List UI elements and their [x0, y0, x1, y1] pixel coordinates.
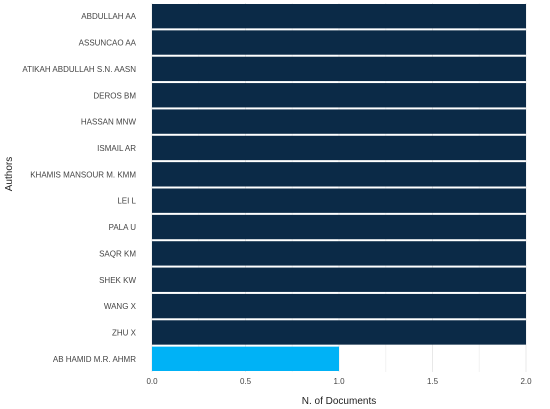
x-axis-title: N. of Documents: [302, 396, 376, 407]
bar: [152, 56, 526, 82]
y-tick-labels: ABDULLAH AA ASSUNCAO AA ATIKAH ABDULLAH S.…: [22, 12, 136, 364]
bar: [152, 188, 526, 213]
bar: [152, 214, 526, 240]
bar: [152, 4, 526, 29]
y-tick-label: DEROS BM: [93, 91, 136, 100]
bar: [152, 109, 526, 134]
x-tick-labels: 0.0 0.5 1.0 1.5 2.0: [146, 377, 532, 386]
bar: [152, 135, 526, 161]
bar: [152, 162, 526, 187]
y-tick-label: LEI L: [117, 197, 136, 206]
y-tick-label: HASSAN MNW: [81, 118, 137, 127]
y-tick-label: AB HAMID M.R. AHMR: [53, 355, 136, 364]
x-tick-label: 0.5: [240, 377, 252, 386]
y-tick-label: WANG X: [104, 302, 137, 311]
y-tick-label: ATIKAH ABDULLAH S.N. AASN: [22, 65, 136, 74]
y-tick-label: ABDULLAH AA: [81, 12, 136, 21]
y-tick-label: PALA U: [109, 223, 137, 232]
y-tick-label: ASSUNCAO AA: [79, 39, 137, 48]
y-tick-label: ISMAIL AR: [97, 144, 136, 153]
bar: [152, 241, 526, 266]
bar: [152, 267, 526, 292]
x-tick-label: 1.0: [333, 377, 345, 386]
bar: [152, 320, 526, 345]
bar: [152, 346, 339, 371]
bar: [152, 293, 526, 319]
bar: [152, 30, 526, 55]
y-tick-label: SAQR KM: [99, 249, 136, 258]
bar: [152, 83, 526, 108]
bars: [152, 4, 526, 371]
y-tick-label: SHEK KW: [99, 276, 136, 285]
y-axis-title: Authors: [4, 157, 15, 191]
y-tick-label: KHAMIS MANSOUR M. KMM: [30, 170, 136, 179]
x-tick-label: 2.0: [520, 377, 532, 386]
x-tick-label: 0.0: [146, 377, 158, 386]
x-tick-label: 1.5: [427, 377, 439, 386]
y-tick-label: ZHU X: [112, 328, 137, 337]
